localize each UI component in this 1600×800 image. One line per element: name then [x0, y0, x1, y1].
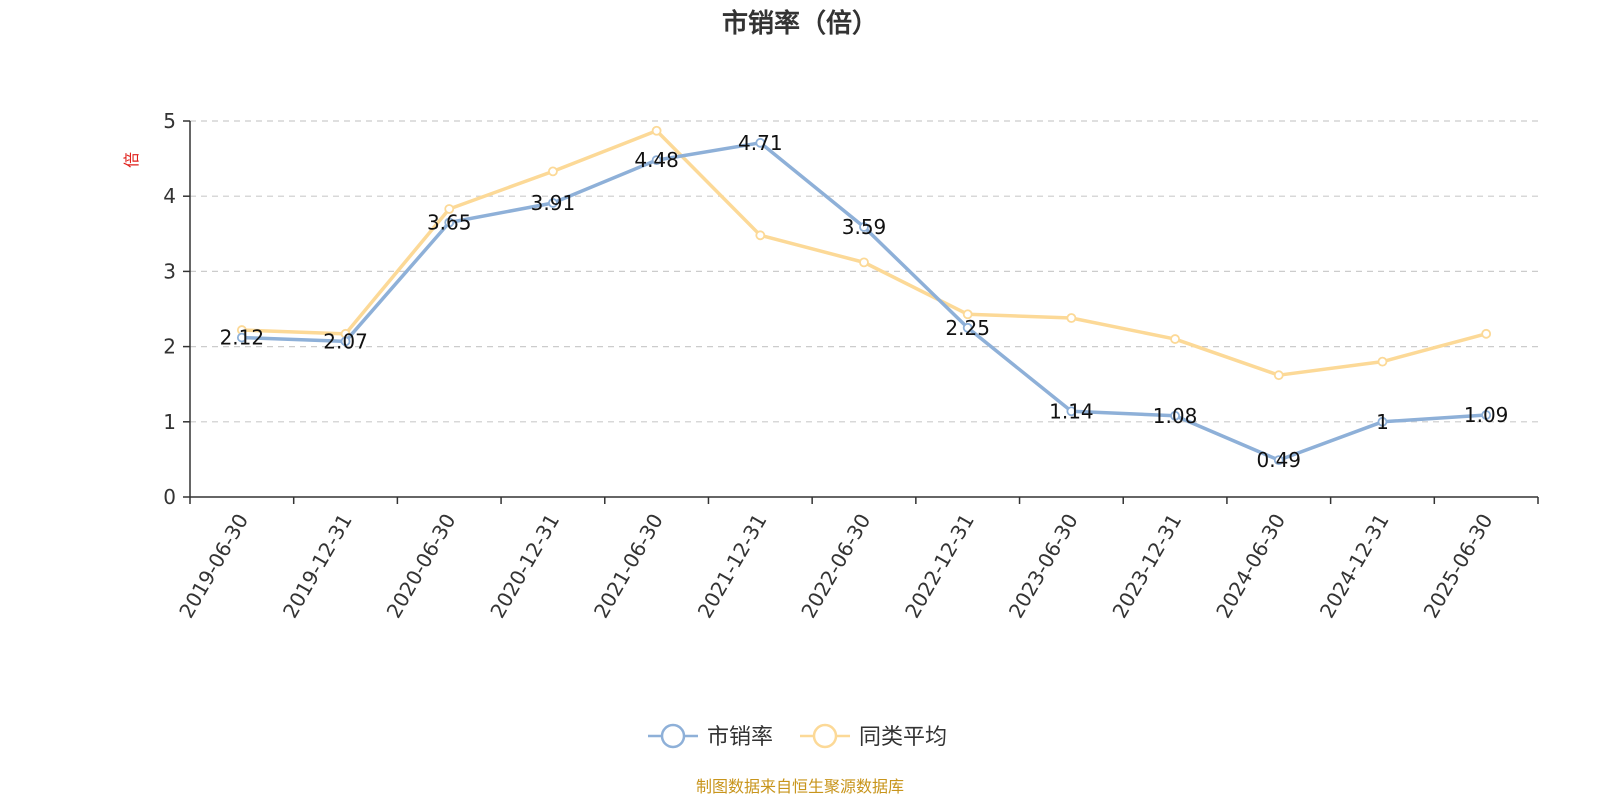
y-tick-label: 2: [163, 335, 176, 359]
data-label: 1.09: [1464, 403, 1509, 427]
series-point: [548, 166, 558, 177]
legend-item[interactable]: 同类平均: [800, 723, 947, 750]
series-point: [1170, 334, 1180, 344]
series-point: [1377, 416, 1388, 427]
series-point: [651, 125, 662, 136]
x-tick-label: 2024-06-30: [1211, 510, 1290, 623]
series-point: [548, 198, 558, 208]
series-point: [962, 322, 973, 333]
data-label: 1.08: [1153, 404, 1198, 428]
series-point: [1481, 328, 1492, 339]
series-point: [444, 217, 455, 228]
series-point: [1066, 313, 1077, 323]
series-point: [1170, 410, 1180, 421]
series-point: [651, 155, 662, 166]
grid-lines: [190, 120, 1538, 423]
x-tick-label: 2023-06-30: [1004, 510, 1083, 623]
data-label: 4.71: [738, 131, 783, 155]
data-label: 2.07: [323, 329, 368, 353]
series: [236, 125, 1492, 466]
y-tick-label: 1: [163, 410, 176, 434]
axes: 0 1 2 3 4 5 2019-06-30 2019-12-31 2020-06-30 2020…: [163, 109, 1539, 623]
legend-label: 市销率: [707, 725, 773, 750]
data-label: 2.25: [945, 316, 990, 340]
x-tick-label: 2022-06-30: [796, 510, 875, 623]
series-point: [236, 332, 247, 343]
data-label: 1.14: [1049, 399, 1094, 423]
data-labels: 2.12 2.07 3.65 3.91 4.48 4.71 3.59 2.25 1.14 1.08…: [220, 131, 1509, 472]
x-tick-label: 2023-12-31: [1107, 510, 1186, 623]
x-tick-label: 2021-12-31: [693, 510, 772, 623]
series-point: [1377, 356, 1388, 367]
x-tick-label: 2025-06-30: [1419, 510, 1498, 623]
y-axis-unit: 倍: [122, 152, 141, 168]
series-line: [241, 129, 1487, 377]
series-point: [859, 222, 869, 232]
data-label: 3.91: [531, 191, 576, 215]
data-label: 0.49: [1257, 448, 1302, 472]
legend-label: 同类平均: [859, 725, 947, 750]
series-point: [1481, 410, 1492, 420]
x-tick-label: 2020-06-30: [382, 510, 461, 623]
series-point: [962, 309, 973, 320]
data-label: 3.65: [427, 211, 472, 235]
data-label: 1: [1376, 410, 1389, 434]
series-point: [1273, 370, 1284, 381]
legend[interactable]: 市销率 同类平均: [648, 723, 947, 750]
series-point: [1273, 455, 1284, 466]
series-point: [755, 230, 766, 241]
series-point: [859, 257, 869, 268]
series-point: [1066, 406, 1077, 417]
x-tick-label: 2021-06-30: [589, 510, 668, 623]
series-point: [755, 137, 766, 148]
source-note: 制图数据来自恒生聚源数据库: [696, 777, 904, 796]
x-tick-label: 2022-12-31: [900, 510, 979, 623]
y-tick-label: 4: [163, 184, 176, 208]
series-line: [241, 141, 1487, 462]
legend-swatch-marker: [812, 723, 838, 749]
y-tick-label: 0: [163, 485, 176, 509]
series-point: [340, 336, 351, 347]
data-label: 3.59: [842, 215, 887, 239]
chart-title: 市销率（倍）: [722, 8, 878, 39]
y-tick-label: 3: [163, 259, 176, 283]
data-label: 2.12: [220, 326, 265, 350]
x-tick-label: 2020-12-31: [485, 510, 564, 623]
series-point: [444, 204, 455, 214]
x-tick-label: 2019-06-30: [174, 510, 253, 623]
y-tick-label: 5: [163, 109, 176, 133]
legend-item[interactable]: 市销率: [648, 723, 773, 750]
x-tick-label: 2024-12-31: [1315, 510, 1394, 623]
data-label: 4.48: [634, 148, 679, 172]
legend-swatch-marker: [660, 723, 686, 749]
x-tick-label: 2019-12-31: [278, 510, 357, 623]
